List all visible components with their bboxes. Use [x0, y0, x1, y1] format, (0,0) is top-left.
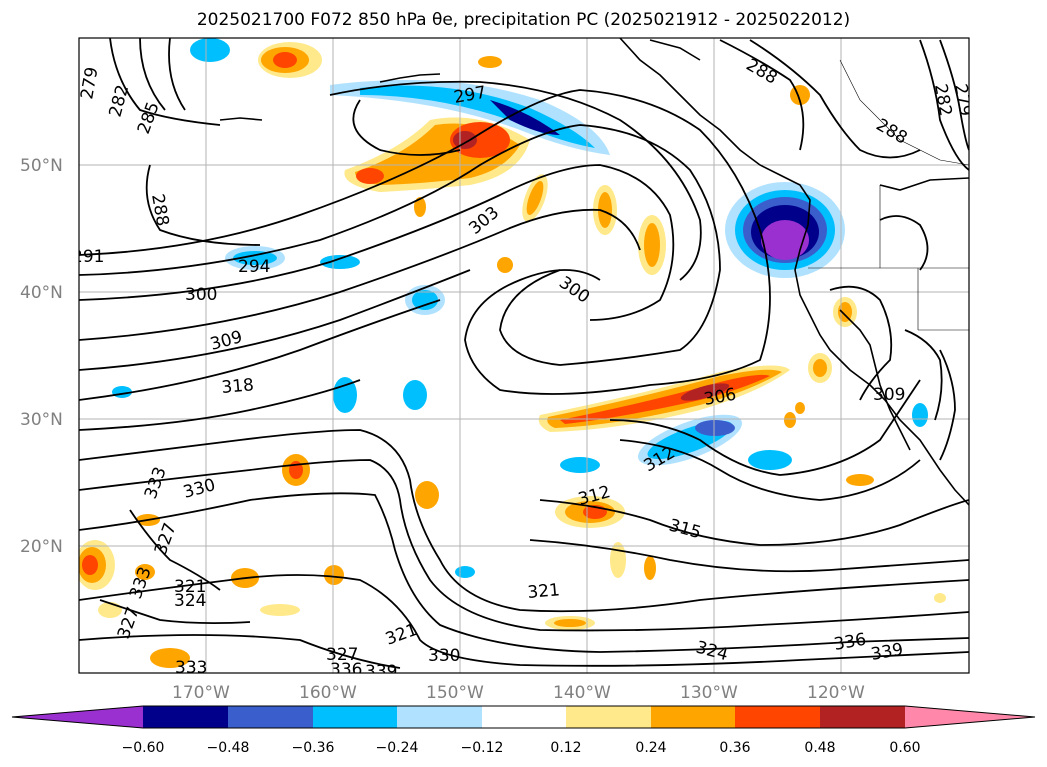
colorbar-bin — [143, 706, 228, 728]
contour-label: 333 — [175, 658, 207, 678]
colorbar-tick: 0.60 — [889, 740, 920, 756]
colorbar-bin — [482, 706, 566, 728]
colorbar-tick: −0.36 — [292, 740, 335, 756]
contour-label: 318 — [221, 375, 255, 398]
contour-label: 327 — [326, 645, 358, 665]
colorbar-tick: 0.36 — [719, 740, 750, 756]
colorbar-bin — [397, 706, 482, 728]
contour-label: 279 — [950, 82, 975, 117]
colorbar-ticks: −0.60 −0.48 −0.36 −0.24 −0.12 0.12 0.24 … — [122, 740, 921, 756]
lat-label: 30°N — [20, 410, 63, 430]
lon-label: 130°W — [680, 683, 738, 703]
colorbar-bin — [228, 706, 313, 728]
colorbar-tick: −0.24 — [376, 740, 419, 756]
colorbar-right-extension — [905, 706, 1035, 728]
theta-e-contours — [79, 38, 969, 669]
colorbar-bin — [820, 706, 905, 728]
state-borders — [808, 59, 969, 331]
colorbar-bin — [651, 706, 735, 728]
map-frame — [78, 37, 970, 674]
colorbar-bin — [735, 706, 820, 728]
colorbar-bin — [566, 706, 651, 728]
lon-label: 160°W — [299, 683, 357, 703]
lat-label: 50°N — [20, 156, 63, 176]
contour-label: 336 — [330, 660, 362, 680]
colorbar-tick: −0.60 — [122, 740, 165, 756]
graticule — [79, 38, 969, 673]
lon-label: 120°W — [807, 683, 865, 703]
contour-label: 294 — [238, 257, 270, 277]
contour-label: 324 — [174, 591, 206, 611]
colorbar-tick: 0.12 — [550, 740, 581, 756]
lon-label: 170°W — [172, 683, 230, 703]
longitude-labels: 170°W 160°W 150°W 140°W 130°W 120°W — [172, 683, 865, 703]
colorbar-bin — [313, 706, 397, 728]
contour-label: 300 — [185, 285, 217, 305]
colorbar-tick: 0.24 — [635, 740, 666, 756]
contour-label: 330 — [428, 646, 460, 666]
contour-label: 321 — [527, 580, 561, 603]
map-title: 2025021700 F072 850 hPa θe, precipitatio… — [196, 10, 851, 30]
colorbar-tick: −0.12 — [461, 740, 504, 756]
contour-label: 321 — [174, 577, 206, 597]
colorbar-tick: 0.48 — [804, 740, 835, 756]
latitude-labels: 50°N 40°N 30°N 20°N — [20, 156, 63, 557]
contour-label: 291 — [72, 247, 104, 267]
colorbar-left-extension — [12, 706, 143, 728]
lon-label: 140°W — [553, 683, 611, 703]
lon-label: 150°W — [426, 683, 484, 703]
lat-label: 20°N — [20, 537, 63, 557]
colorbar-tick: −0.48 — [207, 740, 250, 756]
colorbar: −0.60 −0.48 −0.36 −0.24 −0.12 0.12 0.24 … — [11, 705, 1036, 756]
lat-label: 40°N — [20, 283, 63, 303]
contour-label: 339 — [365, 662, 397, 682]
contour-label: 279 — [77, 65, 102, 100]
colorbar-outline — [11, 705, 1036, 729]
contour-label: 309 — [873, 385, 905, 405]
